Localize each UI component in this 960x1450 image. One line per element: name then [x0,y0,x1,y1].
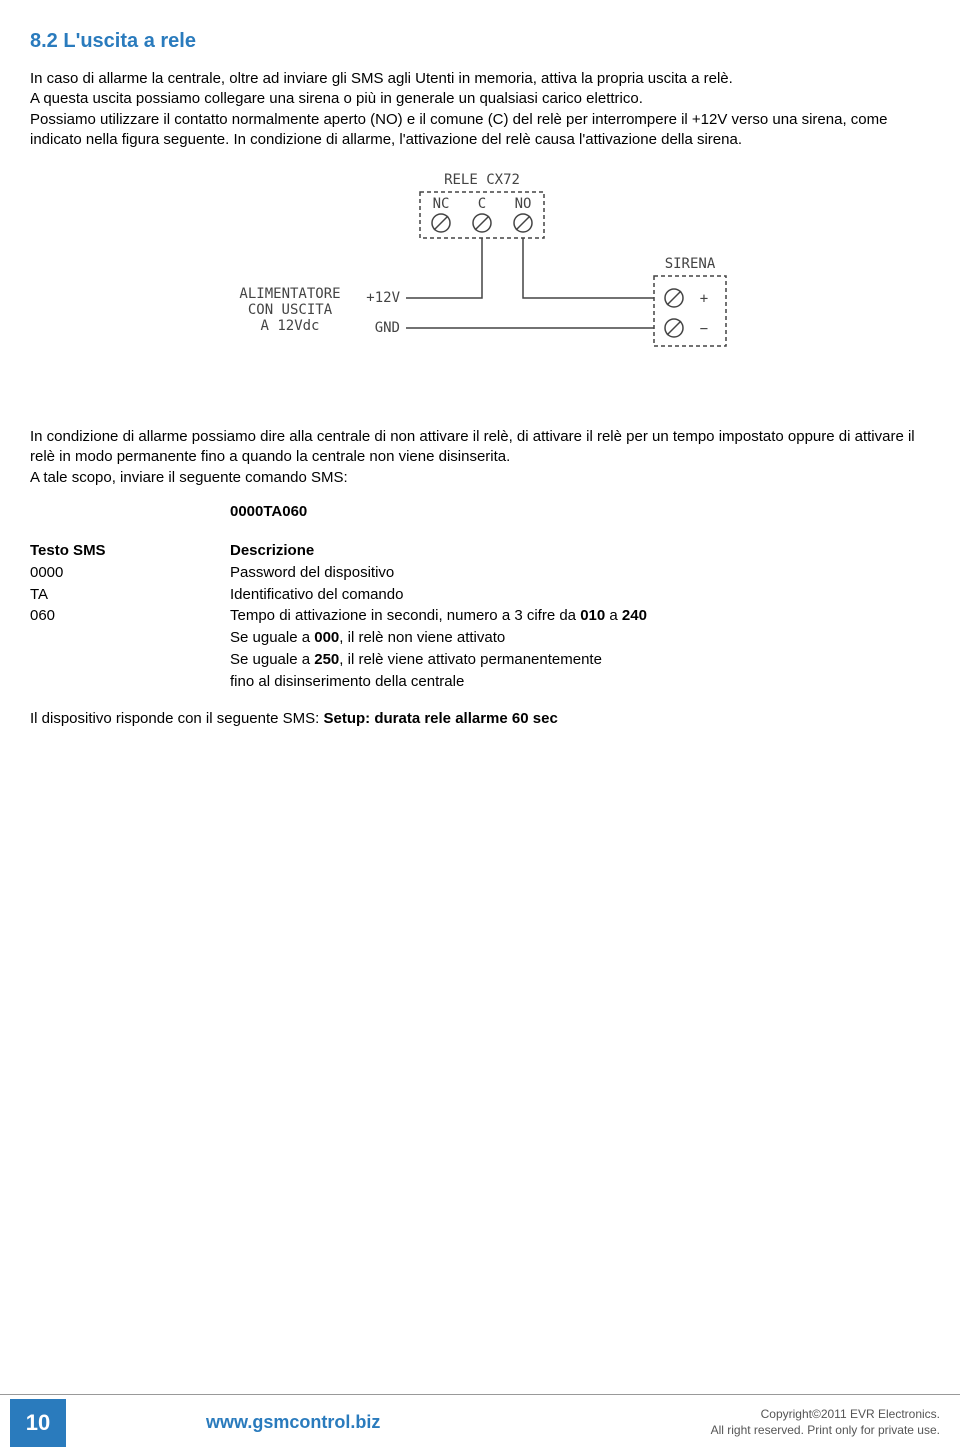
r3-250: 250 [314,651,339,668]
wiring-diagram-container: RELE CX72 NC C NO ALIMENTATORE CON USCIT… [30,168,930,393]
r3-l3b: , il relè viene attivato permanentemente [339,651,602,668]
relay-term-no: NO [515,196,532,212]
psu-plus12v-label: +12V [366,290,400,306]
def-header-val: Descrizione [230,542,314,559]
relay-term-c: C [478,196,486,212]
para1-line1: In caso di allarme la centrale, oltre ad… [30,70,733,87]
siren-term-plus: + [700,291,708,307]
psu-label-l1: ALIMENTATORE [239,286,340,302]
def-header-row: Testo SMS Descrizione [30,540,930,562]
def-val-ta: Identificativo del comando [230,584,930,606]
r3-l2b: , il relè non viene attivato [339,629,505,646]
r3-mid: a [605,607,622,624]
psu-label-l3: A 12Vdc [260,318,319,334]
response-pre: Il dispositivo risponde con il seguente … [30,710,324,727]
def-row-060: 060 Tempo di attivazione in secondi, num… [30,605,930,692]
def-row-0000: 0000 Password del dispositivo [30,562,930,584]
def-val-060: Tempo di attivazione in secondi, numero … [230,605,930,692]
page: 8.2 L'uscita a rele In caso di allarme l… [0,0,960,1450]
def-key-0000: 0000 [30,562,230,584]
footer-url: www.gsmcontrol.biz [66,1412,711,1433]
def-key-060: 060 [30,605,230,692]
page-footer: 10 www.gsmcontrol.biz Copyright©2011 EVR… [0,1394,960,1450]
footer-copy-l1: Copyright©2011 EVR Electronics. [761,1407,940,1421]
para1-line3: Possiamo utilizzare il contatto normalme… [30,111,887,148]
relay-term-nc: NC [433,196,450,212]
wiring-diagram: RELE CX72 NC C NO ALIMENTATORE CON USCIT… [200,168,760,388]
r3-l2a: Se uguale a [230,629,314,646]
response-bold: Setup: durata rele allarme 60 sec [324,710,558,727]
para2-line1: In condizione di allarme possiamo dire a… [30,428,915,465]
psu-label-l2: CON USCITA [248,302,333,318]
page-number: 10 [10,1399,66,1447]
sms-definition-table: Testo SMS Descrizione 0000 Password del … [30,540,930,692]
section-title: 8.2 L'uscita a rele [30,30,930,53]
para2: In condizione di allarme possiamo dire a… [30,427,930,488]
def-row-ta: TA Identificativo del comando [30,584,930,606]
sms-command: 0000TA060 [230,502,930,522]
r3-240: 240 [622,607,647,624]
r3-l3a: Se uguale a [230,651,314,668]
r3-pre: Tempo di attivazione in secondi, numero … [230,607,580,624]
intro-paragraph: In caso di allarme la centrale, oltre ad… [30,69,930,150]
def-key-ta: TA [30,584,230,606]
siren-term-minus: − [700,321,708,337]
siren-label: SIRENA [665,256,716,272]
para2-line2: A tale scopo, inviare il seguente comand… [30,469,348,486]
psu-gnd-label: GND [375,320,400,336]
para1-line2: A questa uscita possiamo collegare una s… [30,90,643,107]
footer-copy-l2: All right reserved. Print only for priva… [711,1423,940,1437]
r3-010: 010 [580,607,605,624]
r3-000: 000 [314,629,339,646]
r3-l4: fino al disinserimento della centrale [230,673,464,690]
def-val-0000: Password del dispositivo [230,562,930,584]
relay-label: RELE CX72 [444,172,520,188]
footer-copyright: Copyright©2011 EVR Electronics. All righ… [711,1407,960,1438]
response-line: Il dispositivo risponde con il seguente … [30,710,930,727]
def-header-key: Testo SMS [30,540,230,562]
